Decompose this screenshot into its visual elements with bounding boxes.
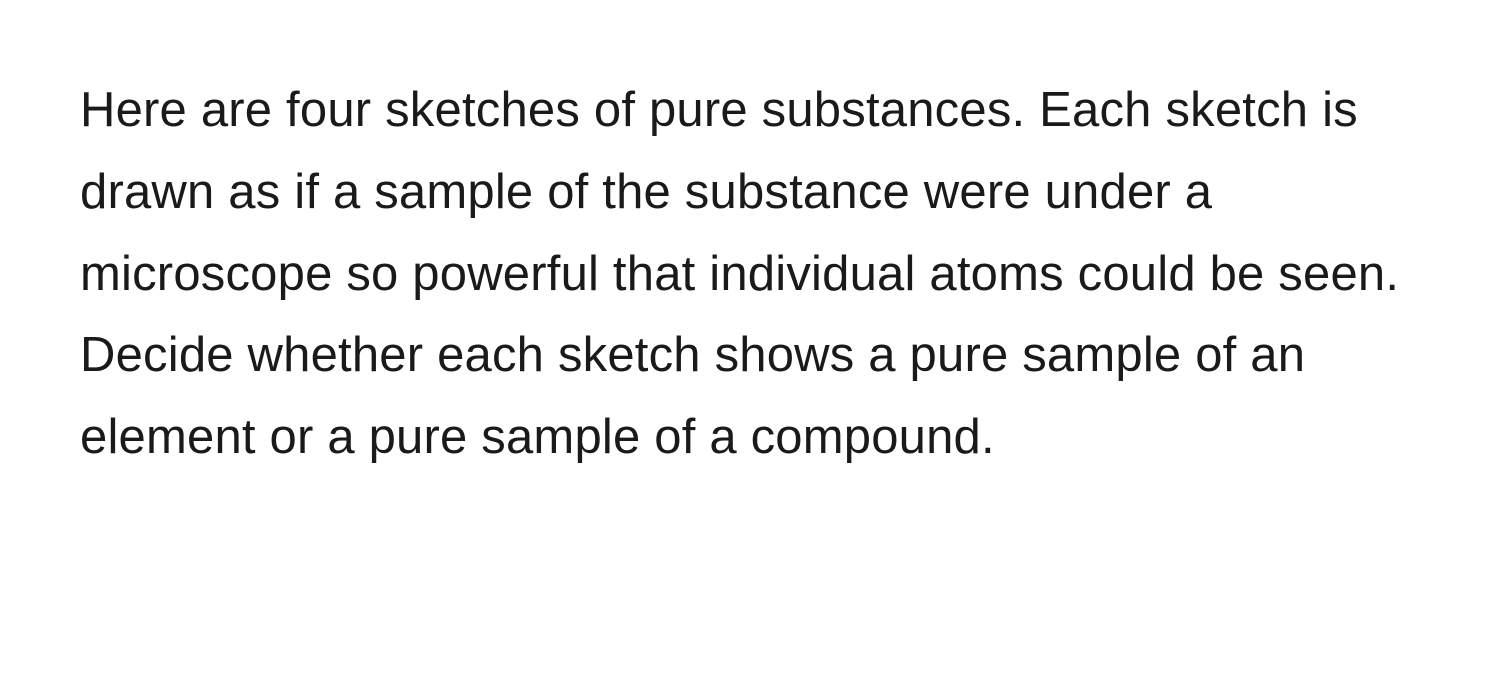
question-text-block: Here are four sketches of pure substance… <box>80 70 1420 479</box>
paragraph-1: Here are four sketches of pure substance… <box>80 70 1420 315</box>
paragraph-2: Decide whether each sketch shows a pure … <box>80 315 1420 479</box>
